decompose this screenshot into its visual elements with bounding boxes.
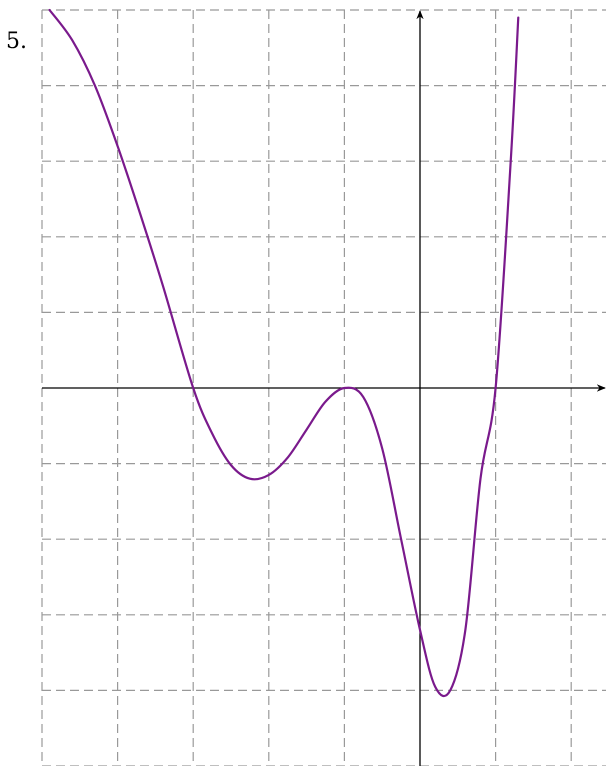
problem-number: 5. xyxy=(6,29,27,54)
series-line-0 xyxy=(48,8,520,698)
curve-layer xyxy=(48,8,520,698)
axes xyxy=(42,10,606,766)
